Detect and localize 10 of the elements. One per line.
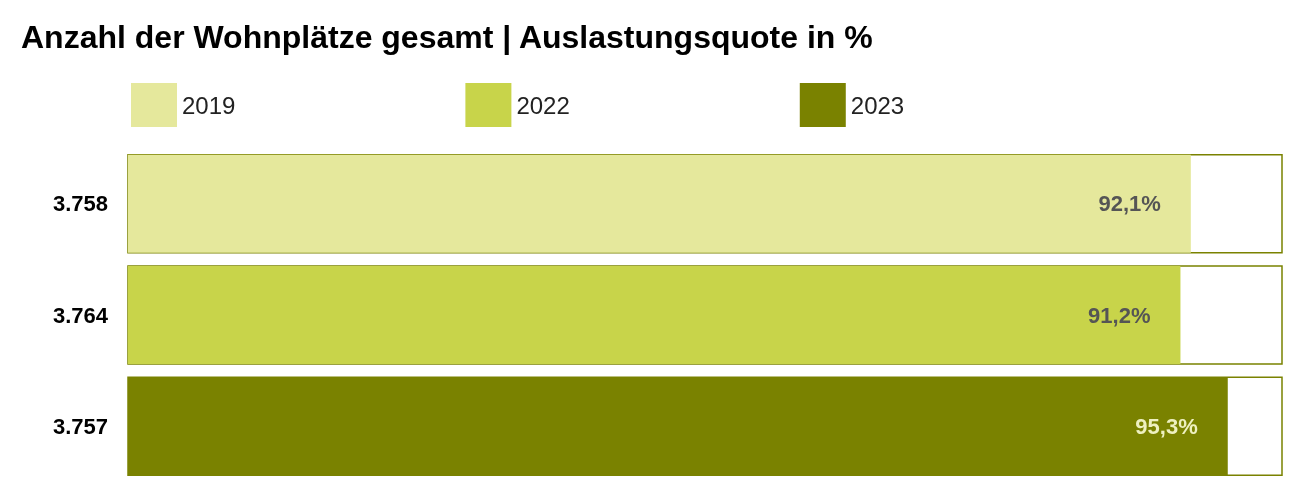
data-label: 92,1% [1098, 191, 1161, 217]
legend-label: 2023 [850, 91, 905, 119]
chart-title: Anzahl der Wohnplätze gesamt | Auslastungsquote in % [21, 19, 873, 55]
data-label: 95,3% [1135, 413, 1198, 439]
y-tick-label: 3.758 [52, 191, 108, 217]
y-tick-label: 3.757 [52, 413, 108, 439]
legend-label: 2022 [516, 91, 570, 119]
y-tick-label: 3.764 [52, 302, 109, 328]
legend-label: 2019 [182, 91, 236, 119]
data-label: 91,2% [1088, 302, 1151, 328]
